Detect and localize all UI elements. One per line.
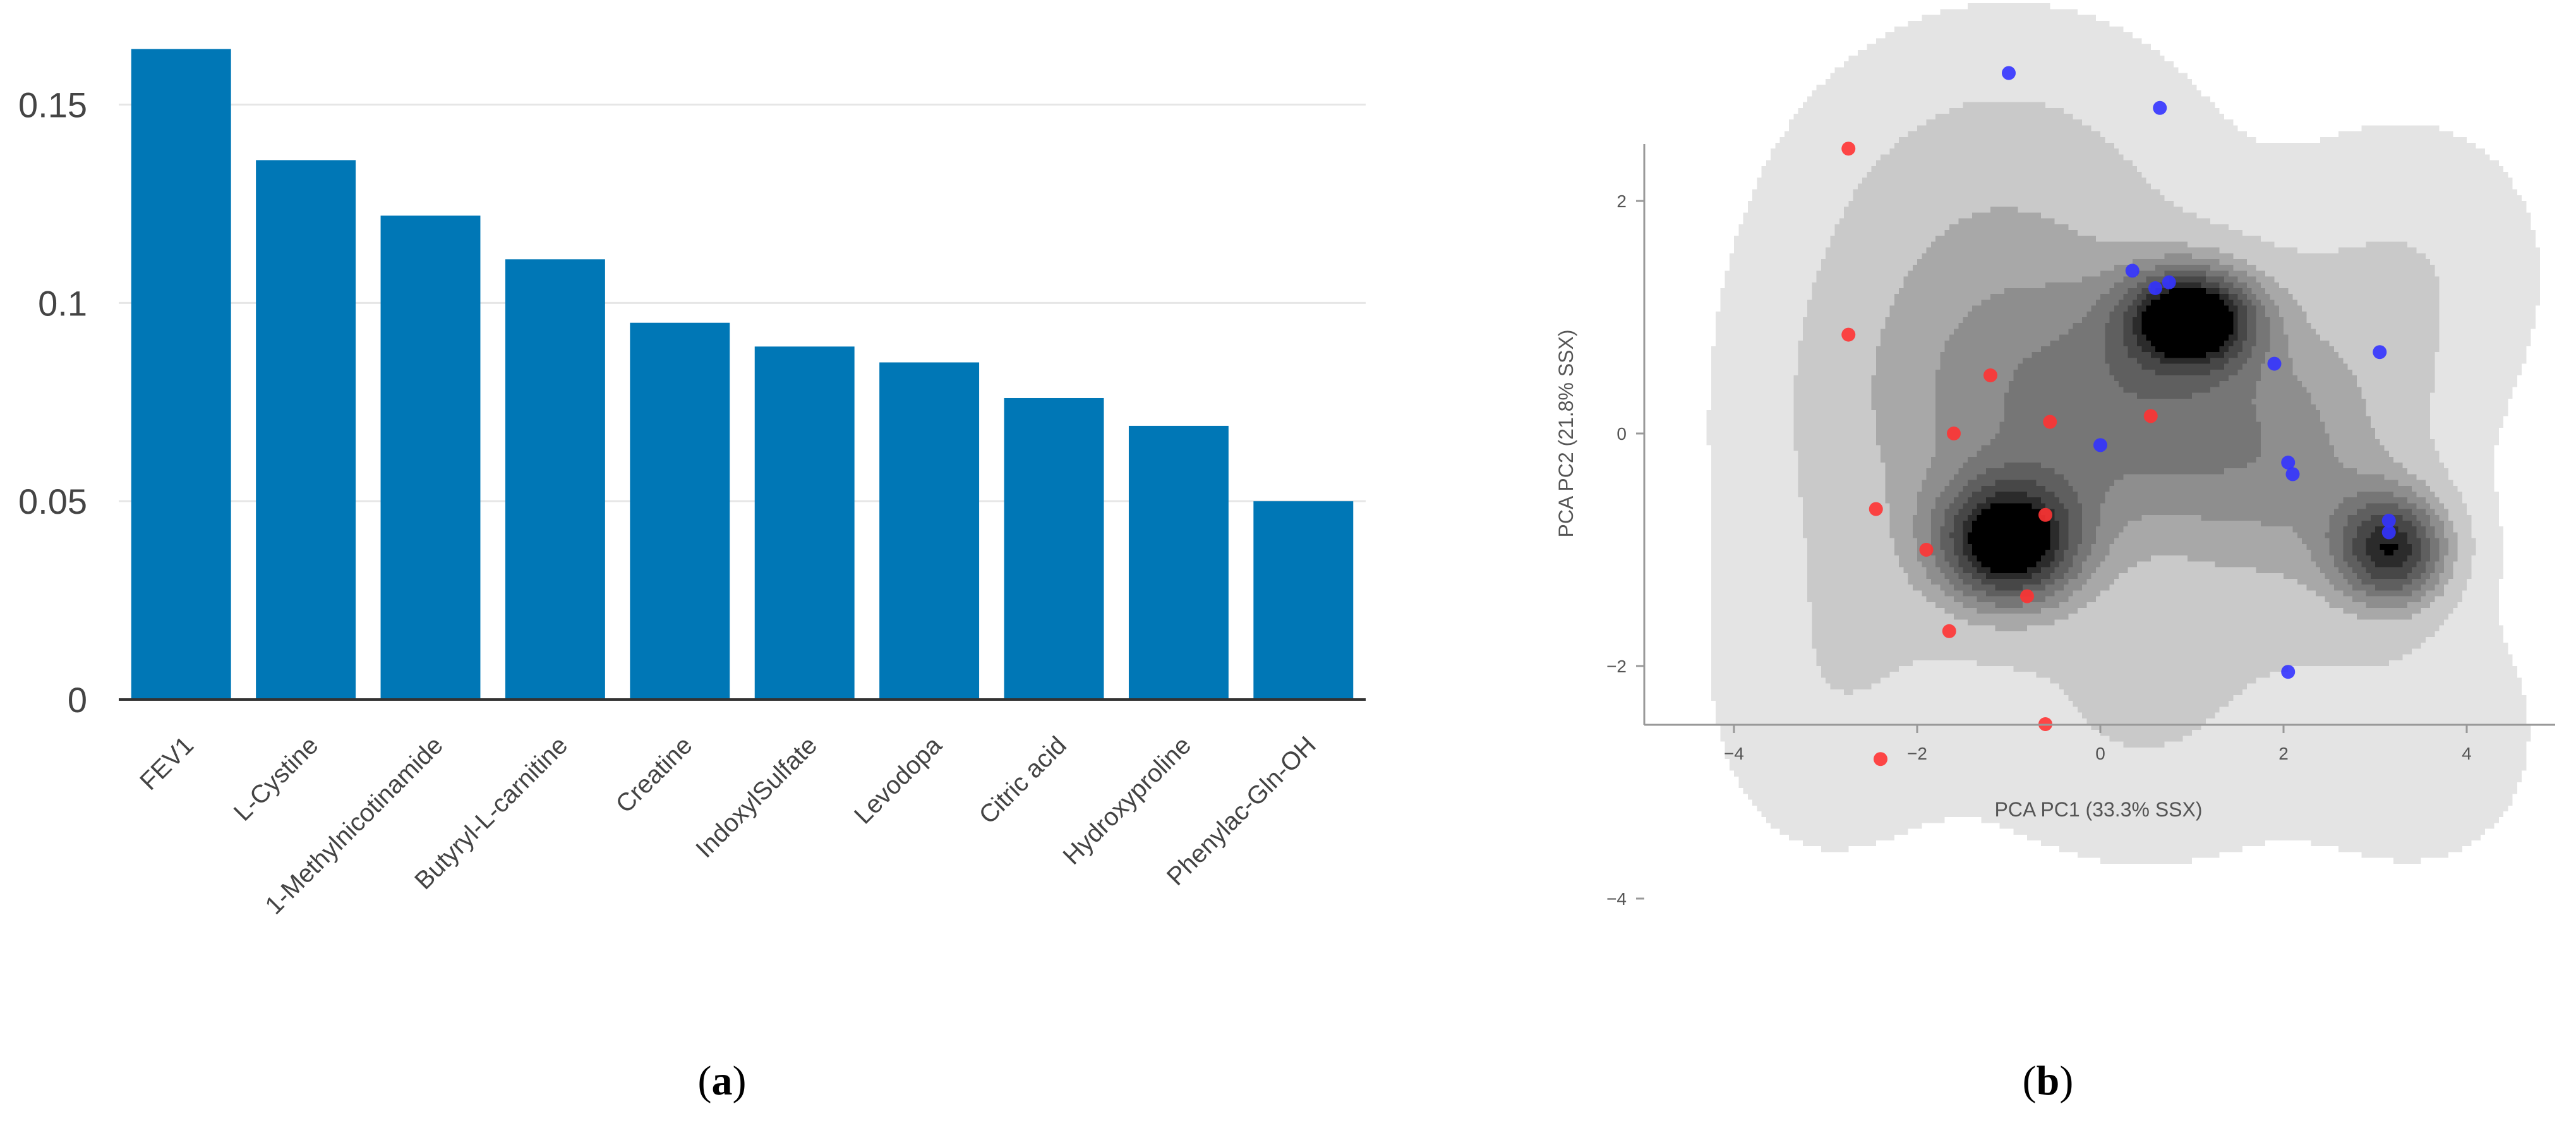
red-group-point	[1942, 624, 1956, 638]
bar-chart-y-tick-label: 0.1	[38, 283, 87, 323]
density-contours	[1706, 3, 2540, 864]
bar	[256, 160, 356, 700]
blue-group-point	[2148, 281, 2162, 295]
blue-group-point	[2285, 467, 2300, 482]
scatter-points	[1841, 66, 2396, 767]
pca-x-tick-label: −2	[1907, 744, 1927, 763]
bar	[1004, 397, 1104, 700]
blue-group-point	[2093, 438, 2107, 452]
pca-y-tick-label: 2	[1616, 191, 1627, 211]
pca-x-tick-label: −4	[1724, 744, 1744, 763]
density-contour-level	[1949, 276, 2421, 591]
bar-chart-y-tick-label: 0.05	[18, 482, 87, 521]
blue-group-point	[2267, 356, 2282, 371]
blue-group-point	[2002, 66, 2016, 80]
red-group-point	[1841, 327, 1856, 342]
pca-y-tick-label: −4	[1606, 889, 1627, 909]
pca-x-tick-label: 2	[2278, 744, 2289, 763]
bar-chart-x-ticks: FEV1 L-Cystine1-MethylnicotinamideButyryl…	[135, 731, 1321, 920]
blue-group-point	[2162, 275, 2176, 289]
red-group-point	[2043, 415, 2057, 429]
bar	[505, 259, 605, 700]
pca-y-tick-label: 0	[1616, 424, 1627, 444]
blue-group-point	[2153, 100, 2167, 115]
bar	[630, 322, 730, 700]
bar	[754, 346, 855, 700]
bar-chart-bars	[131, 49, 1354, 700]
pca-x-axis-label: PCA PC1 (33.3% SSX)	[1994, 798, 2202, 821]
bar-chart-x-tick-label: FEV1	[135, 731, 199, 796]
bar	[380, 215, 481, 700]
blue-group-point	[2381, 525, 2396, 540]
bar-chart-y-tick-label: 0	[68, 680, 87, 720]
bar-chart-y-ticks: 0 0.05 0.1 0.15	[18, 85, 87, 720]
bar-chart-x-tick-label: Hydroxyproline	[1058, 731, 1197, 870]
red-group-point	[1947, 427, 1961, 440]
bar-chart-y-tick-label: 0.15	[18, 85, 87, 125]
red-group-point	[2038, 507, 2052, 522]
density-contour-level	[1967, 288, 2398, 573]
red-group-point	[1841, 142, 1856, 156]
bar-chart-x-tick-label: L-Cystine	[229, 731, 324, 827]
red-group-point	[1919, 543, 1934, 557]
pca-x-tick-label: 0	[2095, 744, 2105, 763]
bar-chart-panel: 00.050.10.15 FEV1 L-Cystine1-Methylnicoti…	[18, 49, 1366, 1104]
blue-group-point	[2125, 264, 2140, 278]
pca-x-tick-label: 4	[2462, 744, 2472, 763]
blue-group-point	[2281, 665, 2296, 679]
bar-chart-x-tick-label: Citric acid	[974, 731, 1072, 829]
blue-group-point	[2281, 456, 2296, 470]
red-group-point	[2143, 409, 2158, 423]
bar-chart-x-tick-label: Levodopa	[849, 731, 948, 830]
bar	[879, 362, 980, 700]
red-group-point	[2020, 589, 2034, 603]
panel-a-caption: (a)	[698, 1058, 747, 1104]
blue-group-point	[2373, 345, 2387, 360]
red-group-point	[1983, 368, 1997, 382]
red-group-point	[1869, 502, 1883, 516]
panel-b-caption: (b)	[2023, 1058, 2074, 1104]
bar	[1253, 501, 1354, 700]
blue-group-point	[2381, 514, 2396, 528]
bar	[1128, 425, 1229, 700]
red-group-point	[1874, 752, 1887, 767]
pca-y-tick-label: −2	[1606, 657, 1627, 676]
bar-chart-x-tick-label: Creatine	[611, 731, 698, 818]
bar	[131, 49, 231, 700]
pca-y-axis-label: PCA PC2 (21.8% SSX)	[1555, 329, 1577, 537]
bar-chart-x-tick-label: IndoxylSulfate	[690, 731, 822, 863]
